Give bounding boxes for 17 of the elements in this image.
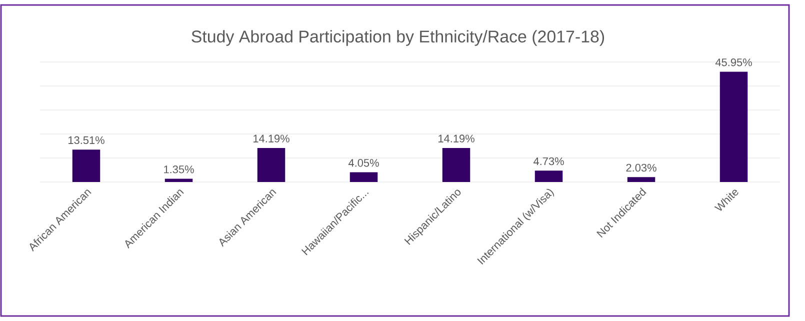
data-label: 4.73% [533, 157, 564, 166]
data-label: 2.03% [626, 164, 656, 172]
bar [72, 150, 100, 182]
bar [534, 170, 563, 182]
data-label: 14.19% [254, 134, 290, 142]
data-label: 45.95% [715, 58, 752, 66]
bar [257, 148, 286, 182]
chart-title: Study Abroad Participation by Ethnicity/Race (2017-18) [192, 30, 604, 46]
bar [720, 72, 748, 182]
data-label: 13.51% [68, 136, 104, 144]
bar [627, 177, 656, 182]
data-label: 4.05% [348, 159, 379, 167]
bar [164, 178, 193, 182]
bar [442, 148, 470, 182]
bar [350, 172, 378, 182]
data-label: 1.35% [164, 165, 194, 174]
data-label: 14.19% [438, 134, 474, 142]
